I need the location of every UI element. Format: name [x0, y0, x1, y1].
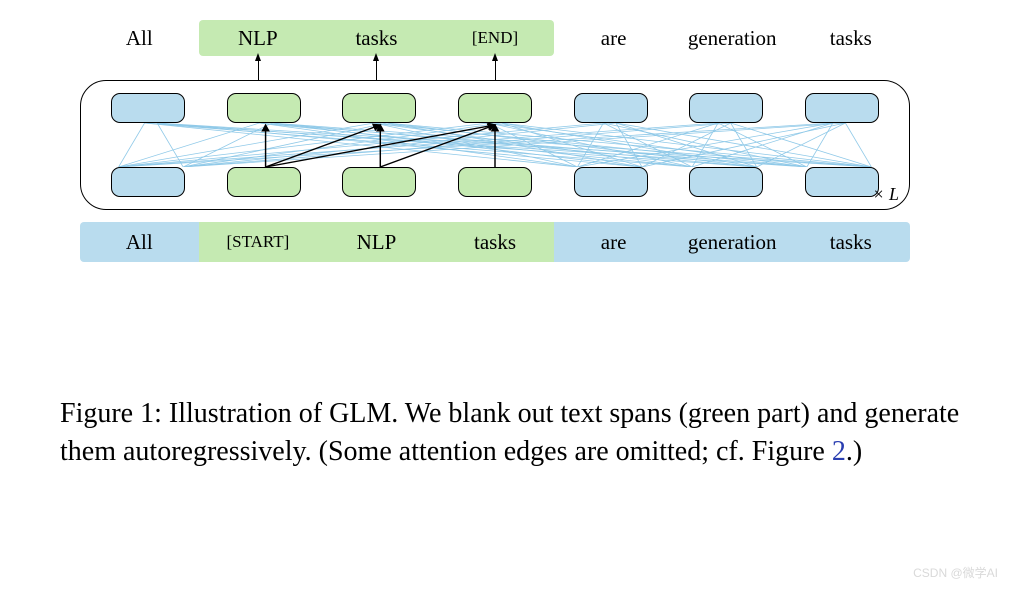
up-arrow-icon: [258, 56, 259, 80]
output-token: generation: [673, 20, 792, 56]
input-token: are: [554, 222, 673, 262]
input-token: generation: [673, 222, 792, 262]
causal-arrow: [380, 125, 495, 167]
up-arrow-icon: [495, 56, 496, 80]
node: [342, 93, 416, 123]
layers-label: × L: [872, 184, 899, 205]
input-token: tasks: [791, 222, 910, 262]
node: [574, 167, 648, 197]
node: [689, 93, 763, 123]
watermark-text: CSDN @微学AI: [913, 564, 998, 581]
input-token: NLP: [317, 222, 436, 262]
output-token: NLP: [199, 20, 318, 56]
node: [689, 167, 763, 197]
node: [574, 93, 648, 123]
glm-figure: AllNLPtasks[END]aregenerationtasks × L A…: [80, 20, 910, 262]
node: [342, 167, 416, 197]
node-row-top: [81, 93, 909, 123]
node-row-bottom: [81, 167, 909, 197]
input-token: tasks: [436, 222, 555, 262]
caption-body-2: .): [846, 436, 862, 467]
spacer: [80, 210, 910, 222]
input-token-row: All[START]NLPtasksaregenerationtasks: [80, 222, 910, 262]
causal-arrow: [266, 125, 381, 167]
model-box: × L: [80, 80, 910, 210]
caption-body-1: Illustration of GLM. We blank out text s…: [60, 398, 959, 467]
node: [227, 167, 301, 197]
output-token: All: [80, 20, 199, 56]
up-arrow-icon: [376, 56, 377, 80]
attention-svg: [81, 123, 909, 167]
figure-caption: Figure 1: Illustration of GLM. We blank …: [60, 395, 960, 471]
node: [111, 93, 185, 123]
input-token: All: [80, 222, 199, 262]
output-token: tasks: [317, 20, 436, 56]
output-token-row: AllNLPtasks[END]aregenerationtasks: [80, 20, 910, 56]
node: [805, 167, 879, 197]
output-token: [END]: [436, 20, 555, 56]
output-token: tasks: [791, 20, 910, 56]
node: [458, 93, 532, 123]
node: [458, 167, 532, 197]
node: [805, 93, 879, 123]
node: [227, 93, 301, 123]
node: [111, 167, 185, 197]
input-token: [START]: [199, 222, 318, 262]
figure-cross-reference[interactable]: 2: [832, 436, 846, 467]
output-token: are: [554, 20, 673, 56]
caption-prefix: Figure 1:: [60, 398, 169, 429]
output-arrow-gap: [80, 56, 910, 80]
